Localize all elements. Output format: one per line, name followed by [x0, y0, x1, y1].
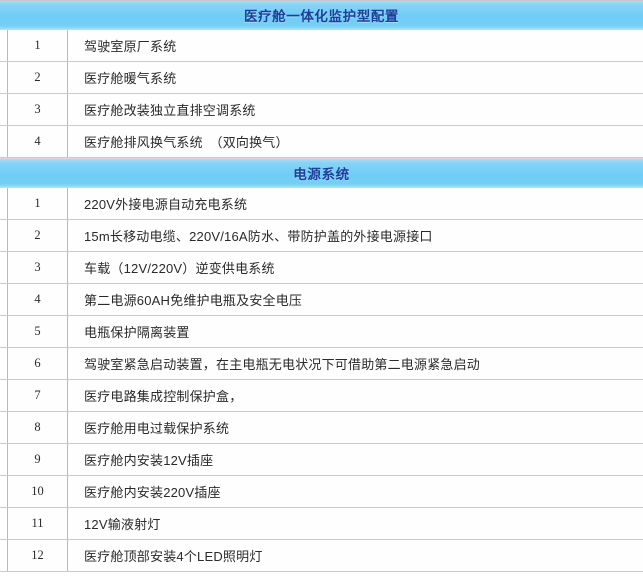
row-text-cell: 医疗舱顶部安装4个LED照明灯 [84, 549, 263, 564]
row-number-cell: 5 [8, 316, 68, 347]
row-gutter-cell [0, 126, 8, 157]
row-text-cell: 驾驶室紧急启动装置，在主电瓶无电状况下可借助第二电源紧急启动 [84, 357, 481, 372]
row-gutter-cell [0, 508, 8, 539]
table-row[interactable]: 4 第二电源60AH免维护电瓶及安全电压 [0, 284, 643, 316]
row-number-cell: 4 [8, 284, 68, 315]
row-number-cell: 1 [8, 188, 68, 219]
table-row[interactable]: 2 15m长移动电缆、220V/16A防水、带防护盖的外接电源接口 [0, 220, 643, 252]
row-text-cell: 医疗电路集成控制保护盒， [84, 389, 243, 404]
row-gutter-cell [0, 476, 8, 507]
row-number-cell: 4 [8, 126, 68, 157]
table-row[interactable]: 1 220V外接电源自动充电系统 [0, 188, 643, 220]
section-title-text: 医疗舱一体化监护型配置 [243, 9, 400, 24]
row-text-cell: 电瓶保护隔离装置 [84, 325, 190, 340]
row-gutter-cell [0, 220, 8, 251]
table-row[interactable]: 9 医疗舱内安装12V插座 [0, 444, 643, 476]
section-title-text: 电源系统 [293, 167, 350, 182]
row-number-cell: 7 [8, 380, 68, 411]
row-text-cell: 15m长移动电缆、220V/16A防水、带防护盖的外接电源接口 [84, 229, 433, 244]
row-number-cell: 12 [8, 540, 68, 571]
row-text-cell: 医疗舱排风换气系统 （双向换气） [84, 135, 289, 150]
table-row[interactable]: 6 驾驶室紧急启动装置，在主电瓶无电状况下可借助第二电源紧急启动 [0, 348, 643, 380]
row-gutter-cell [0, 94, 8, 125]
row-gutter-cell [0, 284, 8, 315]
row-number-cell: 1 [8, 30, 68, 61]
row-text-cell: 12V输液射灯 [84, 517, 161, 532]
row-number-cell: 6 [8, 348, 68, 379]
row-number-cell: 2 [8, 220, 68, 251]
row-gutter-cell [0, 412, 8, 443]
row-gutter-cell [0, 62, 8, 93]
row-number-cell: 2 [8, 62, 68, 93]
table-row[interactable]: 10 医疗舱内安装220V插座 [0, 476, 643, 508]
row-number-cell: 9 [8, 444, 68, 475]
row-text-cell: 驾驶室原厂系统 [84, 39, 177, 54]
row-text-cell: 医疗舱改装独立直排空调系统 [84, 103, 256, 118]
table-row[interactable]: 5 电瓶保护隔离装置 [0, 316, 643, 348]
table-row[interactable]: 3 车载（12V/220V）逆变供电系统 [0, 252, 643, 284]
row-number-cell: 3 [8, 94, 68, 125]
row-gutter-cell [0, 188, 8, 219]
table-row[interactable]: 8 医疗舱用电过载保护系统 [0, 412, 643, 444]
row-text-cell: 医疗舱暖气系统 [84, 71, 177, 86]
row-gutter-cell [0, 252, 8, 283]
row-text-cell: 医疗舱内安装220V插座 [84, 485, 221, 500]
table-row[interactable]: 1 驾驶室原厂系统 [0, 30, 643, 62]
row-gutter-cell [0, 348, 8, 379]
section-header-medical-cabin: 医疗舱一体化监护型配置 [0, 0, 643, 30]
row-number-cell: 3 [8, 252, 68, 283]
table-row[interactable]: 7 医疗电路集成控制保护盒， [0, 380, 643, 412]
row-gutter-cell [0, 380, 8, 411]
table-row[interactable]: 3 医疗舱改装独立直排空调系统 [0, 94, 643, 126]
row-text-cell: 医疗舱内安装12V插座 [84, 453, 214, 468]
row-text-cell: 第二电源60AH免维护电瓶及安全电压 [84, 293, 303, 308]
row-gutter-cell [0, 316, 8, 347]
row-gutter-cell [0, 540, 8, 571]
row-gutter-cell [0, 30, 8, 61]
table-row[interactable]: 2 医疗舱暖气系统 [0, 62, 643, 94]
row-text-cell: 医疗舱用电过载保护系统 [84, 421, 230, 436]
table-row[interactable]: 4 医疗舱排风换气系统 （双向换气） [0, 126, 643, 158]
row-number-cell: 10 [8, 476, 68, 507]
row-number-cell: 8 [8, 412, 68, 443]
section-header-power-system: 电源系统 [0, 158, 643, 188]
table-row[interactable]: 12 医疗舱顶部安装4个LED照明灯 [0, 540, 643, 572]
table-row[interactable]: 11 12V输液射灯 [0, 508, 643, 540]
row-text-cell: 车载（12V/220V）逆变供电系统 [84, 261, 275, 276]
row-number-cell: 11 [8, 508, 68, 539]
row-gutter-cell [0, 444, 8, 475]
row-text-cell: 220V外接电源自动充电系统 [84, 197, 248, 212]
